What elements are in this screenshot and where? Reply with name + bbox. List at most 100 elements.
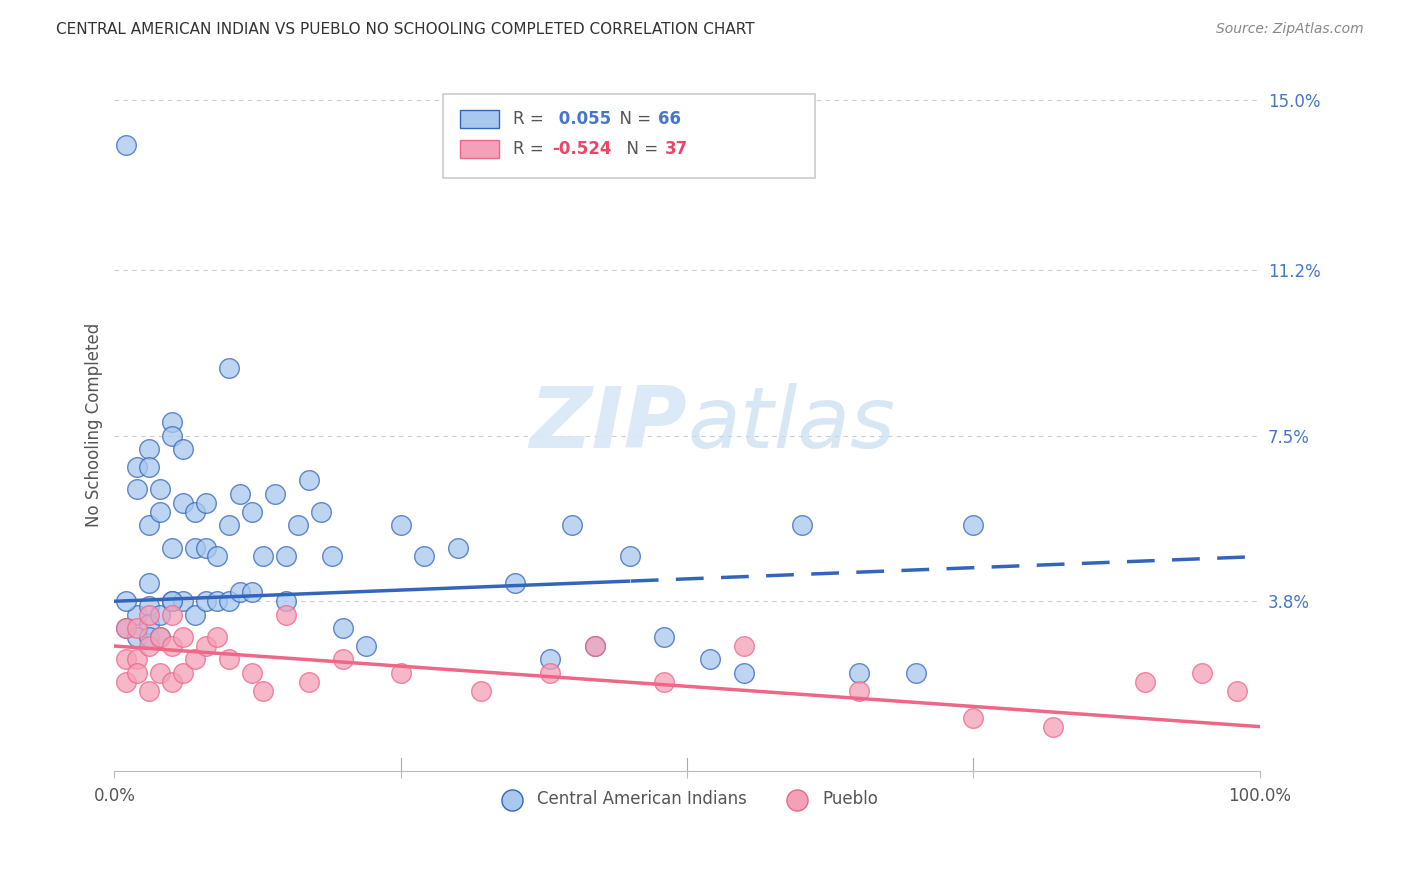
- Point: [195, 639, 218, 653]
- Point: [276, 594, 298, 608]
- Point: [115, 621, 138, 635]
- Point: [1133, 674, 1156, 689]
- Point: [332, 652, 354, 666]
- Point: [138, 616, 160, 631]
- Point: [287, 518, 309, 533]
- Point: [115, 594, 138, 608]
- Point: [115, 621, 138, 635]
- Point: [149, 665, 172, 680]
- Point: [252, 683, 274, 698]
- Point: [263, 487, 285, 501]
- Point: [160, 674, 183, 689]
- Point: [127, 483, 149, 497]
- Point: [538, 665, 561, 680]
- Point: [160, 541, 183, 555]
- Point: [470, 683, 492, 698]
- Point: [138, 683, 160, 698]
- Text: R =: R =: [513, 110, 550, 128]
- Point: [138, 630, 160, 644]
- Point: [149, 607, 172, 622]
- Point: [240, 585, 263, 599]
- Point: [207, 630, 229, 644]
- Point: [138, 459, 160, 474]
- Point: [389, 518, 412, 533]
- Point: [183, 607, 205, 622]
- Point: [298, 474, 321, 488]
- Point: [412, 549, 434, 564]
- Point: [276, 549, 298, 564]
- Point: [583, 639, 606, 653]
- Point: [309, 505, 332, 519]
- Point: [240, 505, 263, 519]
- Point: [207, 594, 229, 608]
- Point: [229, 487, 252, 501]
- Point: [848, 683, 870, 698]
- Point: [1042, 720, 1064, 734]
- Point: [321, 549, 343, 564]
- Point: [127, 607, 149, 622]
- Text: -0.524: -0.524: [553, 140, 612, 158]
- Point: [699, 652, 721, 666]
- Point: [733, 665, 755, 680]
- Text: 66: 66: [658, 110, 681, 128]
- Point: [149, 505, 172, 519]
- Point: [149, 630, 172, 644]
- Point: [733, 639, 755, 653]
- Point: [115, 652, 138, 666]
- Point: [127, 459, 149, 474]
- Point: [172, 594, 194, 608]
- Text: 0.055: 0.055: [553, 110, 610, 128]
- Point: [905, 665, 928, 680]
- Point: [218, 361, 240, 376]
- Legend: Central American Indians, Pueblo: Central American Indians, Pueblo: [489, 784, 884, 815]
- Point: [127, 652, 149, 666]
- Text: N =: N =: [609, 110, 657, 128]
- Point: [160, 639, 183, 653]
- Point: [149, 630, 172, 644]
- Point: [127, 665, 149, 680]
- Point: [229, 585, 252, 599]
- Point: [138, 576, 160, 591]
- Point: [332, 621, 354, 635]
- Point: [195, 541, 218, 555]
- Point: [172, 496, 194, 510]
- Point: [160, 415, 183, 429]
- Text: 37: 37: [665, 140, 689, 158]
- Point: [389, 665, 412, 680]
- Point: [149, 483, 172, 497]
- Point: [252, 549, 274, 564]
- Point: [138, 518, 160, 533]
- Text: CENTRAL AMERICAN INDIAN VS PUEBLO NO SCHOOLING COMPLETED CORRELATION CHART: CENTRAL AMERICAN INDIAN VS PUEBLO NO SCH…: [56, 22, 755, 37]
- Text: R =: R =: [513, 140, 550, 158]
- Point: [183, 652, 205, 666]
- Point: [115, 674, 138, 689]
- Point: [276, 607, 298, 622]
- Point: [790, 518, 813, 533]
- Point: [183, 505, 205, 519]
- Point: [503, 576, 526, 591]
- Text: Source: ZipAtlas.com: Source: ZipAtlas.com: [1216, 22, 1364, 37]
- Text: ZIP: ZIP: [530, 383, 688, 466]
- Point: [138, 639, 160, 653]
- Point: [138, 599, 160, 613]
- Point: [583, 639, 606, 653]
- Point: [962, 711, 984, 725]
- Point: [115, 137, 138, 152]
- Point: [652, 674, 675, 689]
- Y-axis label: No Schooling Completed: No Schooling Completed: [86, 322, 103, 526]
- Point: [298, 674, 321, 689]
- Point: [138, 607, 160, 622]
- Point: [619, 549, 641, 564]
- Point: [538, 652, 561, 666]
- Point: [160, 428, 183, 442]
- Point: [138, 442, 160, 456]
- Text: atlas: atlas: [688, 383, 896, 466]
- Point: [195, 496, 218, 510]
- Point: [127, 630, 149, 644]
- Point: [447, 541, 470, 555]
- Point: [160, 594, 183, 608]
- Point: [172, 665, 194, 680]
- Point: [160, 607, 183, 622]
- Point: [561, 518, 583, 533]
- Point: [218, 594, 240, 608]
